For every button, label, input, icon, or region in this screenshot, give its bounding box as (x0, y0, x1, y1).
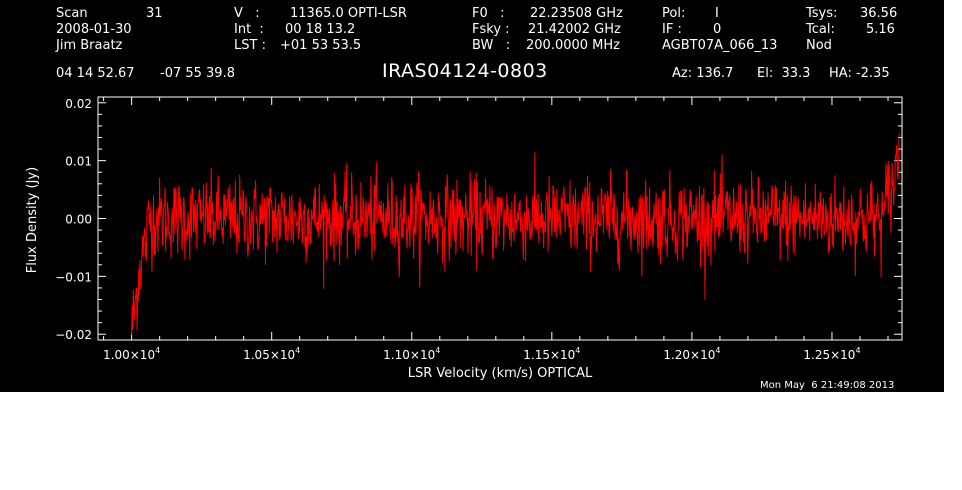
axis-ticks (98, 97, 902, 340)
fsky-label: Fsky : (472, 22, 510, 37)
spectrum-trace (131, 133, 900, 335)
x-tick-label: 1.15×104 (523, 346, 580, 362)
spectrum-chart: 1.00×104 1.05×104 1.10×104 1.15×104 1.20×104… (25, 96, 903, 381)
if-value: 0 (713, 22, 722, 37)
x-axis-label: LSR Velocity (km/s) OPTICAL (408, 366, 593, 381)
x-tick-label: 1.05×104 (243, 346, 300, 362)
x-tick-label: 1.10×104 (383, 346, 440, 362)
bandwidth-label: BW : (472, 38, 511, 53)
f0-label: F0 : (472, 6, 505, 21)
integration-label: Int : (234, 22, 264, 37)
elevation: El: 33.3 (757, 66, 811, 81)
hour-angle: HA: -2.35 (829, 66, 890, 81)
y-tick-label: 0.01 (65, 155, 92, 169)
render-timestamp: Mon May 6 21:49:08 2013 (760, 380, 895, 391)
integration-value: 00 18 13.2 (285, 22, 356, 37)
lst-value: +01 53 53.5 (280, 38, 362, 53)
source-title: IRAS04124-0803 (382, 60, 548, 82)
x-tick-label: 1.25×104 (803, 346, 860, 362)
f0-value: 22.23508 GHz (530, 6, 623, 21)
y-tick-label: −0.01 (55, 270, 92, 284)
tsys-label: Tsys: (806, 6, 838, 21)
azimuth: Az: 136.7 (672, 66, 734, 81)
bandwidth-value: 200.0000 MHz (526, 38, 620, 53)
y-axis-label: Flux Density (Jy) (25, 167, 40, 273)
procedure-name: Nod (806, 38, 832, 53)
axis-labels: 1.00×104 1.05×104 1.10×104 1.15×104 1.20×104… (55, 97, 860, 362)
pol-value: I (715, 6, 719, 21)
observer-name: Jim Braatz (56, 38, 123, 53)
ra-coordinate: 04 14 52.67 (56, 66, 135, 81)
if-label: IF : (662, 22, 682, 37)
obs-date: 2008-01-30 (56, 22, 132, 37)
velocity-label: V : (234, 6, 260, 21)
y-tick-label: −0.02 (55, 328, 92, 342)
y-tick-label: 0.00 (65, 213, 92, 227)
fsky-value: 21.42002 GHz (528, 22, 621, 37)
tcal-value: 5.16 (866, 22, 895, 37)
tsys-value: 36.56 (860, 6, 898, 21)
lst-label: LST : (234, 38, 266, 53)
x-tick-label: 1.20×104 (663, 346, 720, 362)
pol-label: Pol: (662, 6, 686, 21)
x-tick-label: 1.00×104 (103, 346, 160, 362)
dec-coordinate: -07 55 39.8 (160, 66, 235, 81)
tcal-label: Tcal: (806, 22, 835, 37)
y-tick-label: 0.02 (65, 97, 92, 111)
scan-value: 31 (146, 6, 163, 21)
velocity-value: 11365.0 OPTI-LSR (290, 6, 407, 21)
project-id: AGBT07A_066_13 (662, 38, 778, 53)
scan-label: Scan (56, 6, 88, 21)
